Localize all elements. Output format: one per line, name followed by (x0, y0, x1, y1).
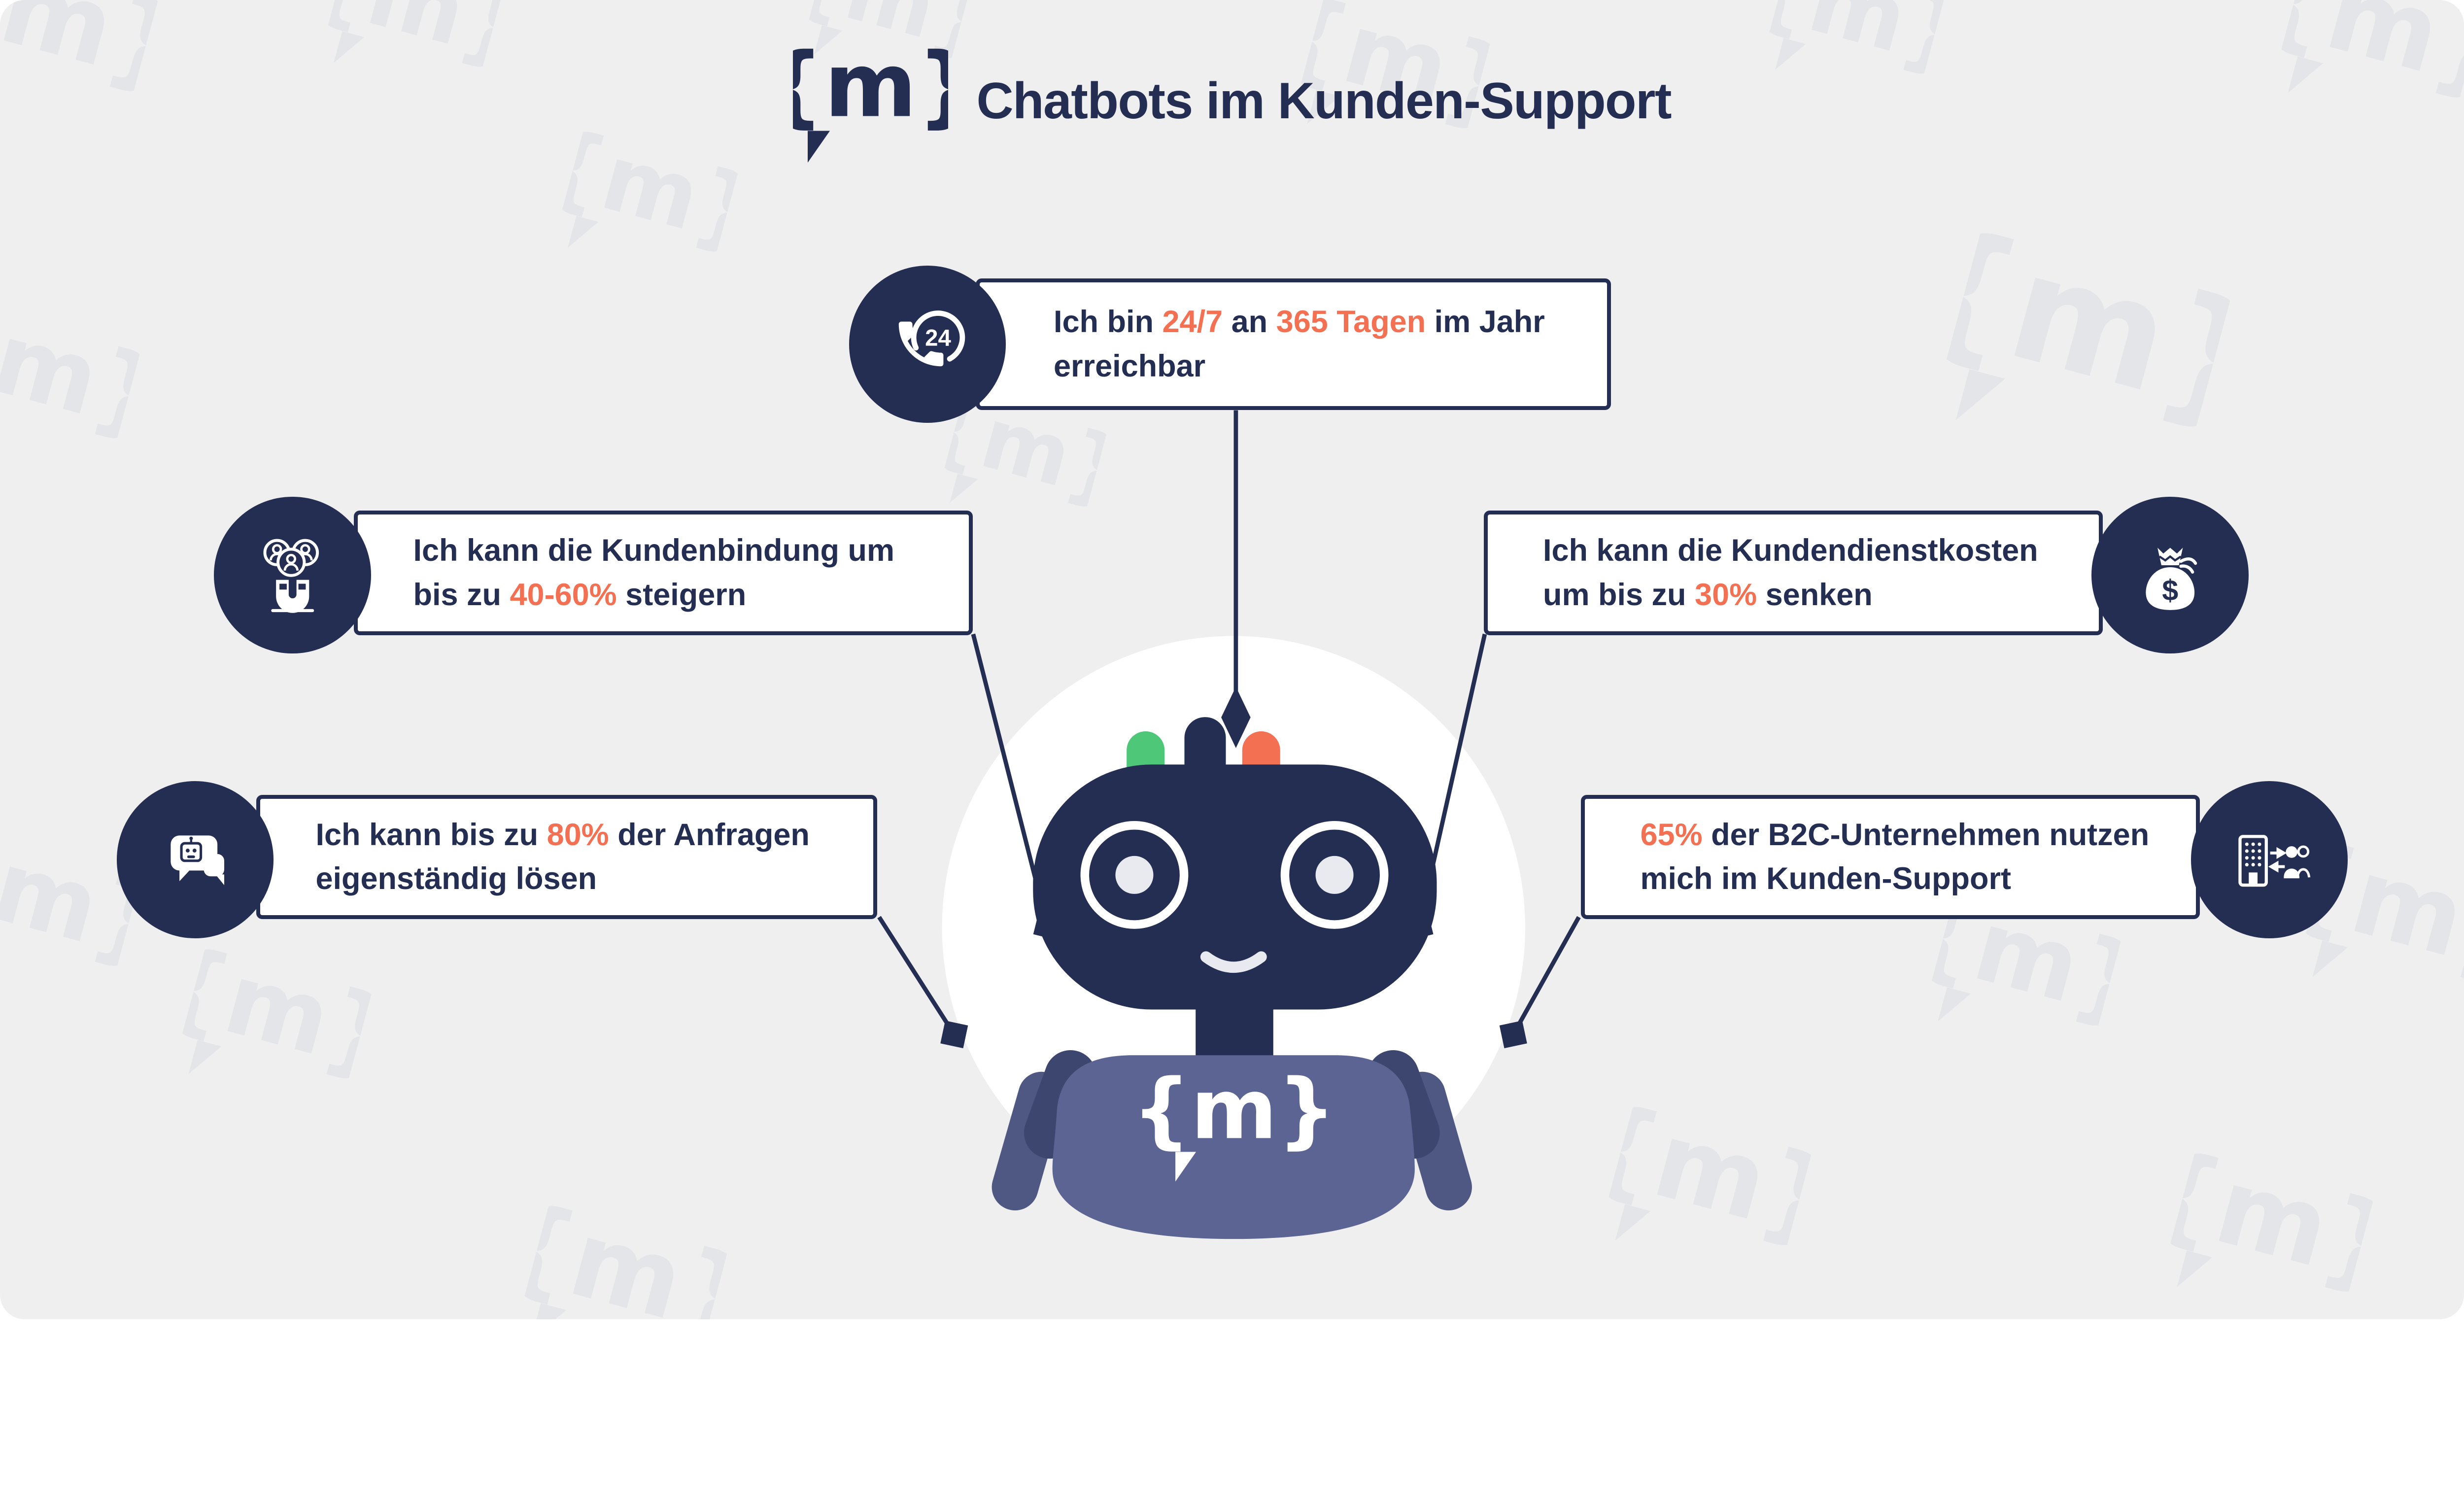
robot-mascot (942, 636, 1525, 1239)
connector-lines (877, 410, 1581, 1049)
robot-mouth (1200, 951, 1267, 973)
header: Chatbots im Kunden-Support (793, 38, 1672, 164)
page-title: Chatbots im Kunden-Support (976, 72, 1672, 130)
callout-text: Ich kann die Kundendienstkosten um bis zu… (1543, 533, 2038, 612)
phone-24-label: 24 (925, 325, 951, 351)
phone-24-icon: 24 (898, 310, 965, 366)
connector-right-upper (1417, 633, 1487, 926)
connector-square-node (940, 1021, 968, 1049)
connector-square-node (1033, 911, 1062, 940)
callout-box-b2c: 65% der B2C-Unternehmen nutzen mich im Ku… (1581, 795, 2200, 920)
callout-box-anfragen: Ich kann bis zu 80% der Anfragen eigenstä… (256, 795, 877, 920)
anfragen-badge (116, 781, 274, 938)
connector-square-node (1405, 911, 1434, 940)
callout-text: Ich bin 24/7 an 365 Tagen im Jahr erreich… (1054, 305, 1545, 383)
availability-badge: 24 (849, 266, 1006, 423)
b2c-badge (2190, 781, 2348, 938)
money-bag-icon: $ (2145, 548, 2197, 610)
kundenbindung-badge (214, 496, 371, 654)
robot-eyes (1080, 821, 1389, 929)
dollar-label: $ (2162, 574, 2178, 607)
kundendienstkosten-badge: $ (2091, 496, 2249, 654)
connector-square-node (1499, 1021, 1527, 1049)
callout-text: 65% der B2C-Unternehmen nutzen mich im Ku… (1640, 817, 2150, 896)
connector-right-lower (1511, 916, 1581, 1036)
magnet-customers-icon (263, 539, 319, 613)
brand-logo-icon (793, 38, 948, 163)
callout-text: Ich kann bis zu 80% der Anfragen eigenstä… (315, 817, 810, 896)
callout-box-availability: Ich bin 24/7 an 365 Tagen im Jahr erreich… (976, 278, 1611, 411)
connector-diamond-node (1221, 686, 1251, 748)
connector-left-upper (971, 633, 1050, 926)
callout-box-kundenbindung: Ich kann die Kundenbindung um bis zu 40-6… (354, 511, 973, 635)
infographic-canvas: Chatbots im Kunden-Support Ich bin 24/7 … (0, 0, 2464, 1319)
callout-text: Ich kann die Kundenbindung um bis zu 40-6… (413, 533, 894, 612)
callout-box-kundendienstkosten: Ich kann die Kundendienstkosten um bis zu… (1483, 511, 2103, 635)
connector-left-lower (877, 916, 956, 1036)
company-customers-icon (2238, 834, 2311, 887)
chatbot-bubbles-icon (171, 835, 224, 885)
